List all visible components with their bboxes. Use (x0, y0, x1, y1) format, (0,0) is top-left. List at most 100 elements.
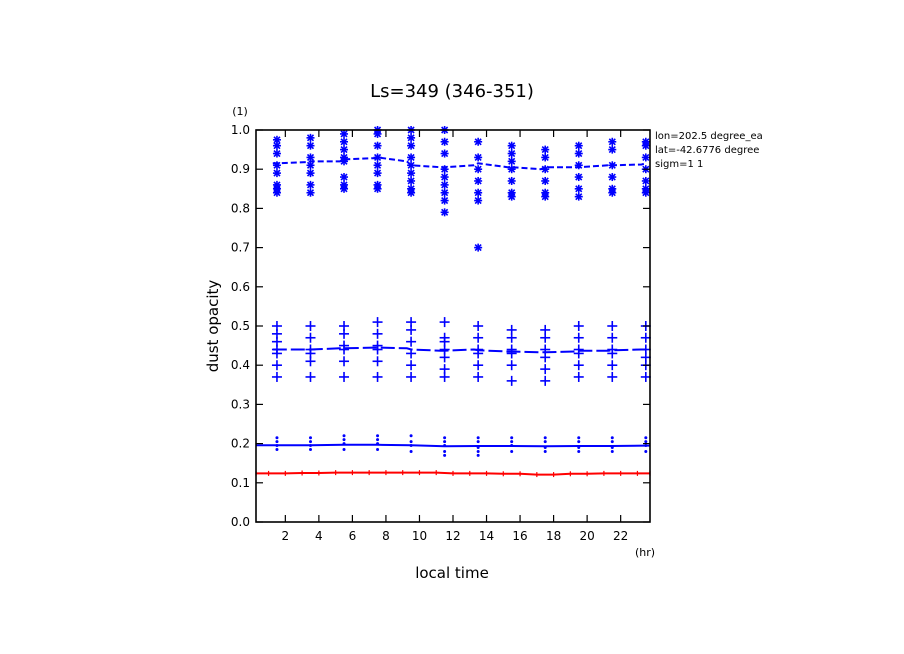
marker-dot (275, 447, 279, 451)
marker-stroke (340, 138, 348, 146)
data-point (342, 447, 346, 451)
data-point (407, 176, 416, 185)
data-point (406, 360, 417, 371)
data-point (406, 371, 417, 382)
data-point (476, 436, 480, 440)
marker-dot (610, 446, 614, 450)
data-point (340, 173, 349, 182)
data-point (574, 149, 583, 158)
marker-stroke (340, 173, 348, 181)
marker-stroke (373, 169, 382, 177)
y-axis-label: dust opacity (204, 280, 222, 373)
data-point (306, 180, 315, 189)
data-point (275, 447, 279, 451)
marker-dot (342, 434, 346, 438)
data-point (409, 440, 413, 444)
x-tick-label: 6 (349, 529, 357, 543)
data-point (510, 436, 514, 440)
marker-stroke (407, 177, 415, 185)
series-line-2 (272, 346, 646, 354)
marker-stroke (273, 149, 281, 158)
data-point (407, 161, 416, 170)
data-point (506, 375, 517, 386)
data-point (507, 157, 516, 166)
data-point (476, 449, 480, 453)
marker-stroke (608, 161, 616, 169)
y-tick-label: 0.2 (231, 437, 250, 451)
data-point (372, 344, 383, 355)
y-tick-label: 0.0 (231, 515, 250, 529)
x-tick-label: 16 (512, 529, 527, 543)
data-point (339, 371, 350, 382)
data-point (577, 449, 581, 453)
data-point (644, 449, 648, 453)
data-point (271, 360, 282, 371)
data-point (306, 133, 315, 142)
data-point (373, 153, 382, 162)
marker-stroke (373, 185, 382, 193)
data-point (342, 442, 346, 446)
marker-dot (577, 436, 581, 440)
data-point (541, 165, 550, 174)
marker-dot (543, 446, 547, 450)
marker-stroke (441, 149, 449, 158)
data-point (608, 145, 617, 154)
data-point (506, 348, 517, 359)
marker-dot (443, 444, 447, 448)
marker-stroke (306, 189, 315, 197)
marker-dot (409, 440, 413, 444)
data-point (543, 440, 547, 444)
marker-dot (577, 446, 581, 450)
data-point (305, 321, 316, 331)
marker-stroke (474, 165, 482, 173)
marker-stroke (373, 130, 382, 138)
marker-stroke (306, 161, 315, 169)
marker-stroke (306, 142, 315, 150)
data-point (641, 176, 650, 185)
data-point (342, 434, 346, 438)
x-tick-label: 14 (479, 529, 494, 543)
data-point (507, 165, 516, 174)
data-point (474, 243, 483, 252)
data-point (540, 375, 551, 386)
data-point (573, 332, 584, 343)
marker-stroke (642, 189, 650, 197)
data-point (339, 344, 350, 355)
marker-stroke (608, 146, 616, 154)
data-point (308, 440, 312, 444)
marker-dot (644, 440, 648, 444)
marker-dot (376, 447, 380, 451)
data-point (407, 141, 416, 150)
data-point (608, 137, 617, 146)
marker-dot (577, 440, 581, 444)
data-point (271, 371, 282, 382)
marker-dot (443, 436, 447, 440)
data-point (275, 440, 279, 444)
data-point (607, 360, 618, 371)
marker-stroke (407, 134, 415, 142)
annotation-sigm: sigm=1 1 (655, 159, 703, 170)
data-point (541, 145, 550, 154)
data-point (577, 436, 581, 440)
data-point (644, 436, 648, 440)
marker-dot (275, 440, 279, 444)
x-axis-label: local time (415, 564, 489, 582)
data-point (409, 449, 413, 453)
marker-dot (476, 446, 480, 450)
marker-stroke (575, 173, 583, 181)
data-point (473, 371, 484, 382)
data-point (507, 192, 516, 201)
data-point (473, 360, 484, 371)
data-point (306, 141, 315, 150)
data-point (506, 332, 517, 343)
y-tick-label: 0.1 (231, 476, 250, 490)
marker-dot (476, 440, 480, 444)
data-point (372, 328, 383, 339)
data-point (610, 446, 614, 450)
data-point (443, 440, 447, 444)
marker-dot (376, 434, 380, 438)
y-tick-label: 0.5 (231, 319, 250, 333)
data-point (640, 371, 651, 382)
data-point (272, 188, 281, 197)
